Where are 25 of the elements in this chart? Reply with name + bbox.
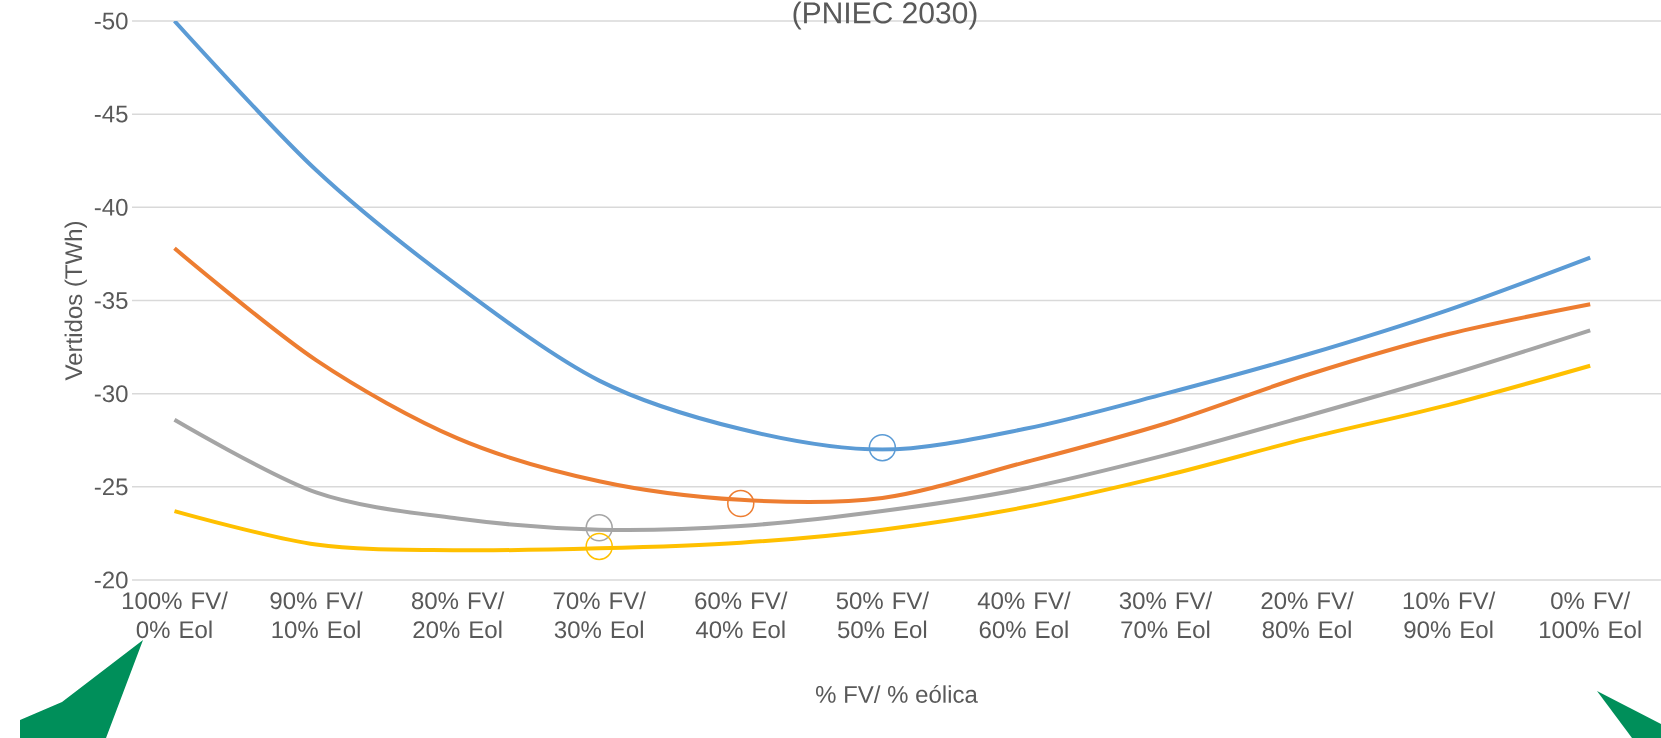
x-tick-label: 30% FV/ 70% Eol — [1119, 591, 1213, 639]
y-tick-label: -45 — [94, 105, 128, 123]
point — [585, 532, 613, 561]
y-tick-label: -20 — [94, 571, 128, 589]
x-tick-label: 10% FV/ 90% Eol — [1403, 591, 1496, 639]
x-tick-label: 50% FV/ 50% Eol — [836, 591, 930, 639]
y-tick-label: -35 — [94, 292, 128, 309]
x-tick-label: 70% FV/ 30% Eol — [553, 591, 646, 639]
point — [727, 489, 755, 518]
y-tick-label: -30 — [94, 385, 128, 403]
y-tick-label: -40 — [94, 198, 128, 216]
x-axis-title: % FV/ % eólica — [816, 685, 978, 703]
x-tick-label: 60% FV/ 40% Eol — [695, 591, 788, 639]
x-tick-label: 80% FV/ 20% Eol — [411, 591, 505, 639]
x-tick-label: 20% FV/ 80% Eol — [1261, 591, 1354, 639]
chart-title: (PNIEC 2030) — [793, 1, 977, 30]
y-axis-title: Vertidos (TWh) — [64, 221, 87, 381]
point — [585, 514, 613, 542]
y-tick-label: -50 — [94, 12, 128, 30]
x-tick-label: 40% FV/ 60% Eol — [977, 591, 1071, 639]
y-tick-label: -25 — [94, 478, 128, 496]
x-tick-label: 0% FV/ 100% Eol — [1540, 591, 1641, 639]
x-tick-label: 90% FV/ 10% Eol — [270, 591, 363, 639]
x-tick-label: 100% FV/ 0% Eol — [122, 591, 228, 639]
point — [868, 433, 897, 462]
